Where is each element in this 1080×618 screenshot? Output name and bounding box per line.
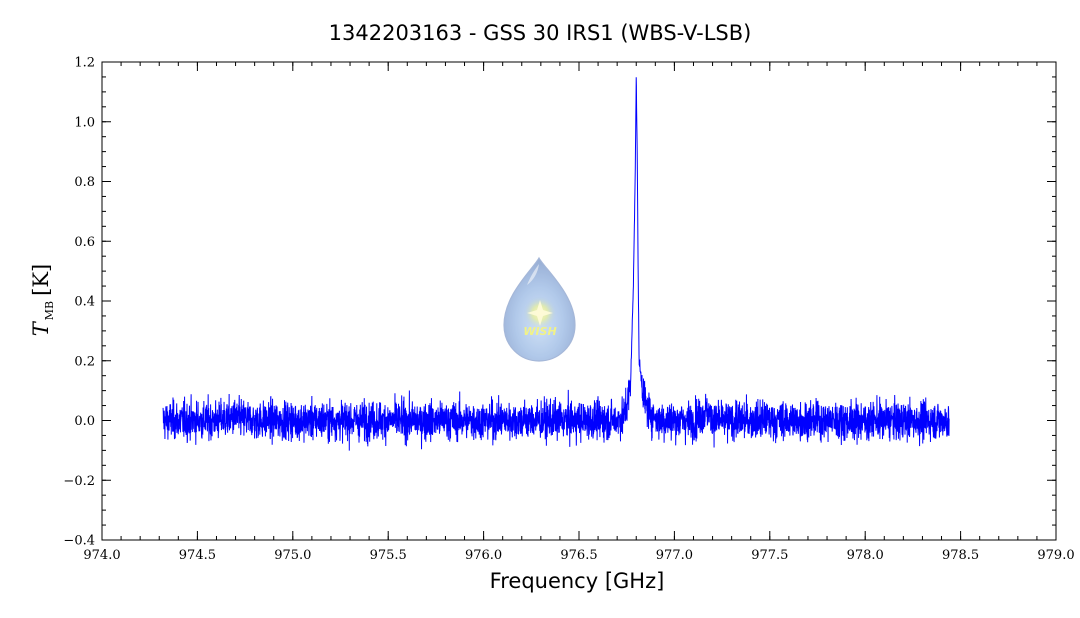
x-tick-label: 975.5 — [370, 548, 407, 563]
y-tick-label: 0.8 — [74, 175, 95, 190]
x-tick-label: 974.0 — [83, 548, 120, 563]
x-tick-label: 976.5 — [560, 548, 597, 563]
x-tick-label: 976.0 — [465, 548, 502, 563]
plot-frame — [101, 61, 1057, 541]
x-tick-label: 978.5 — [942, 548, 979, 563]
y-tick-label: −0.2 — [63, 474, 95, 489]
x-tick-label: 977.0 — [656, 548, 693, 563]
spectrum-series — [162, 77, 950, 451]
y-tick-label: 0.6 — [74, 235, 95, 250]
y-tick-label: −0.4 — [63, 534, 95, 549]
x-tick-label: 975.0 — [274, 548, 311, 563]
chart-title: 1342203163 - GSS 30 IRS1 (WBS-V-LSB) — [329, 21, 752, 45]
y-tick-label: 1.2 — [74, 56, 95, 71]
axis-ticks — [101, 61, 1057, 541]
svg-text:TMB[K]: TMB [K] — [29, 264, 56, 336]
y-tick-label: 0.4 — [74, 295, 95, 310]
y-axis-label-unit: [K] — [29, 264, 53, 296]
y-tick-label: 0.2 — [74, 354, 95, 369]
y-tick-label: 1.0 — [74, 115, 95, 130]
x-tick-label: 974.5 — [179, 548, 216, 563]
x-tick-label: 978.0 — [847, 548, 884, 563]
spectrum-line — [162, 77, 950, 451]
x-tick-label: 977.5 — [751, 548, 788, 563]
wish-logo: WISH — [503, 256, 576, 362]
y-axis-label: TMB [K] — [29, 264, 56, 336]
y-tick-label: 0.0 — [74, 414, 95, 429]
x-axis-label: Frequency [GHz] — [490, 569, 665, 593]
y-axis-tick-labels: −0.4 −0.2 0.0 0.2 0.4 0.6 0.8 1.0 1.2 — [63, 56, 95, 549]
y-axis-label-subscript: MB — [43, 301, 56, 320]
x-tick-label: 979.0 — [1037, 548, 1074, 563]
y-axis-label-symbol: T — [29, 320, 53, 336]
x-axis-tick-labels: 974.0 974.5 975.0 975.5 976.0 976.5 977.0 977.5… — [83, 548, 1074, 563]
logo-text: WISH — [523, 325, 556, 338]
